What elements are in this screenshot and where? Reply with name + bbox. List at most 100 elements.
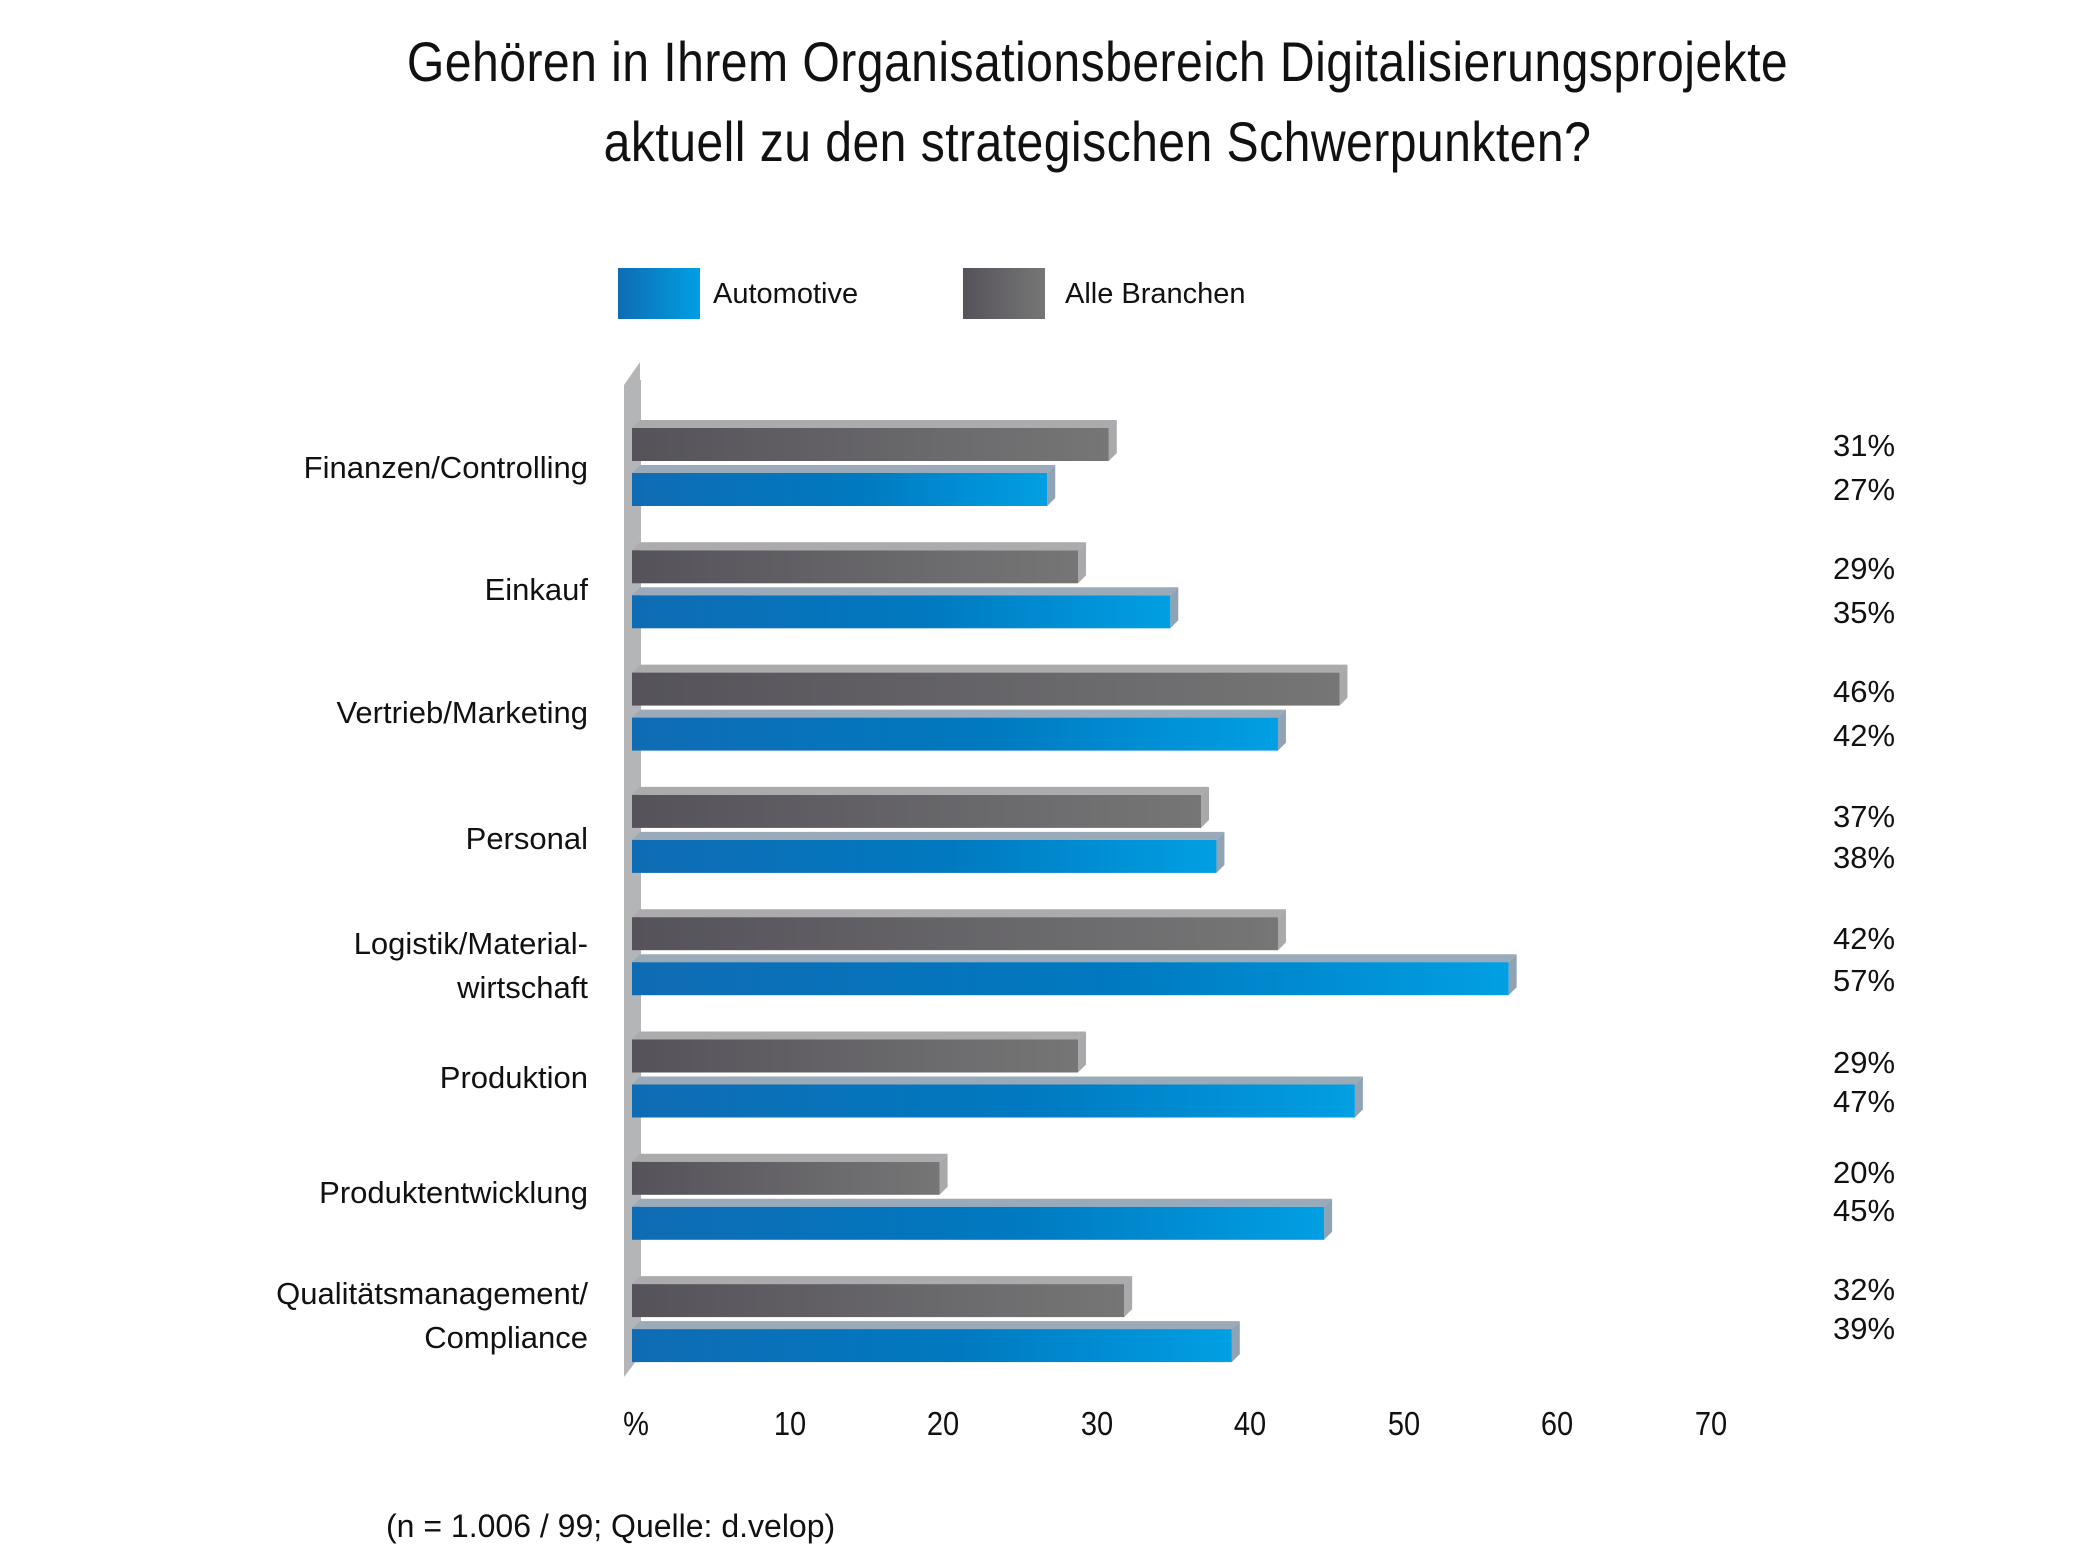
value-label-alle-branchen: 29%: [1833, 1045, 1896, 1080]
category-label-line: Produktentwicklung: [319, 1175, 588, 1210]
bar-side-face: [1277, 709, 1286, 751]
category-label: Produktion: [440, 1056, 588, 1100]
bar-side-face: [1108, 420, 1117, 461]
bar-side-face: [1201, 786, 1210, 828]
category-label: Einkauf: [485, 568, 588, 612]
category-label-line: Logistik/Material-: [353, 926, 588, 961]
value-label-automotive: 47%: [1833, 1084, 1896, 1119]
category-label-line: Finanzen/Controlling: [303, 450, 588, 485]
category-label-line: Produktion: [439, 1060, 588, 1095]
bar-automotive-7: [632, 1321, 1240, 1363]
bar-alle-branchen-3: [632, 786, 1210, 828]
bar-automotive-0: [632, 465, 1056, 506]
bar-top-face: [632, 1153, 948, 1162]
bar-top-face: [632, 954, 1517, 963]
bar-front-face: [632, 595, 1171, 629]
bar-side-face: [1047, 465, 1056, 506]
value-label-alle-branchen: 31%: [1833, 428, 1896, 463]
category-label-line: Personal: [465, 821, 588, 856]
bar-front-face: [632, 717, 1278, 751]
bar-front-face: [632, 962, 1509, 996]
legend-label-automotive: Automotive: [713, 278, 859, 310]
category-label: Personal: [466, 817, 588, 861]
category-label-line: Einkauf: [484, 572, 588, 607]
value-label-alle-branchen: 42%: [1833, 921, 1896, 956]
bar-side-face: [1216, 831, 1225, 873]
bar-automotive-4: [632, 954, 1517, 996]
bar-front-face: [632, 1284, 1125, 1318]
bar-side-face: [1508, 954, 1517, 996]
bar-top-face: [632, 542, 1087, 551]
x-tick-label: 60: [1540, 1405, 1574, 1442]
legend-swatch-automotive: [618, 268, 700, 319]
bar-automotive-6: [632, 1198, 1333, 1240]
x-tick-label: %: [623, 1405, 649, 1442]
bar-side-face: [1124, 1276, 1133, 1318]
bar-side-face: [1354, 1076, 1363, 1118]
legend-swatch-alle-branchen: [963, 268, 1045, 319]
bar-side-face: [1078, 1031, 1087, 1073]
value-label-alle-branchen: 29%: [1833, 551, 1896, 586]
bar-side-face: [1231, 1321, 1240, 1363]
bar-front-face: [632, 1329, 1232, 1363]
value-label-automotive: 42%: [1833, 718, 1896, 753]
bar-alle-branchen-7: [632, 1276, 1133, 1318]
bar-alle-branchen-4: [632, 909, 1286, 951]
category-label: Qualitätsmanagement/Compliance: [276, 1272, 588, 1360]
value-label-automotive: 27%: [1833, 472, 1896, 507]
category-label: Logistik/Material-wirtschaft: [354, 922, 588, 1010]
bar-front-face: [632, 550, 1079, 584]
bar-top-face: [632, 909, 1286, 918]
bar-alle-branchen-5: [632, 1031, 1087, 1073]
category-label: Produktentwicklung: [319, 1171, 588, 1215]
chart-title-line-1: Gehören in Ihrem Organisationsbereich Di…: [406, 30, 1789, 93]
bar-automotive-1: [632, 587, 1179, 629]
bar-alle-branchen-0: [632, 420, 1117, 461]
bar-front-face: [632, 794, 1202, 828]
bar-side-face: [1339, 664, 1348, 706]
bar-side-face: [1170, 587, 1179, 629]
bar-top-face: [632, 786, 1210, 795]
bar-alle-branchen-2: [632, 664, 1348, 706]
bar-automotive-5: [632, 1076, 1363, 1118]
bar-side-face: [1277, 909, 1286, 951]
chart-title-line-2: aktuell zu den strategischen Schwerpunkt…: [603, 110, 1592, 173]
bar-front-face: [632, 839, 1217, 873]
category-label: Finanzen/Controlling: [304, 446, 588, 490]
bar-alle-branchen-1: [632, 542, 1087, 584]
bar-front-face: [632, 1161, 940, 1195]
bar-top-face: [632, 709, 1286, 718]
x-tick-label: 70: [1694, 1405, 1727, 1442]
category-label-line: Compliance: [424, 1320, 588, 1355]
bar-top-face: [632, 1321, 1240, 1330]
x-tick-label: 40: [1233, 1405, 1267, 1442]
bar-front-face: [632, 1206, 1325, 1240]
value-label-alle-branchen: 37%: [1833, 799, 1896, 834]
bar-front-face: [632, 428, 1109, 461]
value-label-automotive: 38%: [1833, 840, 1896, 875]
bar-automotive-2: [632, 709, 1286, 751]
footnote: (n = 1.006 / 99; Quelle: d.velop): [386, 1508, 836, 1544]
bar-front-face: [632, 1084, 1355, 1118]
bar-front-face: [632, 1039, 1079, 1073]
x-tick-label: 30: [1080, 1405, 1113, 1442]
category-label-line: wirtschaft: [457, 970, 588, 1005]
bar-front-face: [632, 672, 1340, 706]
bar-top-face: [632, 831, 1225, 840]
category-label-line: Vertrieb/Marketing: [336, 695, 588, 730]
value-label-alle-branchen: 20%: [1833, 1155, 1896, 1190]
value-label-automotive: 35%: [1833, 595, 1896, 630]
bar-side-face: [939, 1153, 948, 1195]
bar-top-face: [632, 664, 1348, 673]
bar-side-face: [1078, 542, 1087, 584]
x-tick-label: 50: [1387, 1405, 1420, 1442]
value-label-automotive: 39%: [1833, 1311, 1896, 1346]
bar-top-face: [632, 587, 1179, 596]
bar-automotive-3: [632, 831, 1225, 873]
bar-side-face: [1324, 1198, 1333, 1240]
bar-alle-branchen-6: [632, 1153, 948, 1195]
bar-front-face: [632, 917, 1278, 951]
bar-top-face: [632, 1076, 1363, 1085]
value-label-alle-branchen: 32%: [1833, 1272, 1896, 1307]
